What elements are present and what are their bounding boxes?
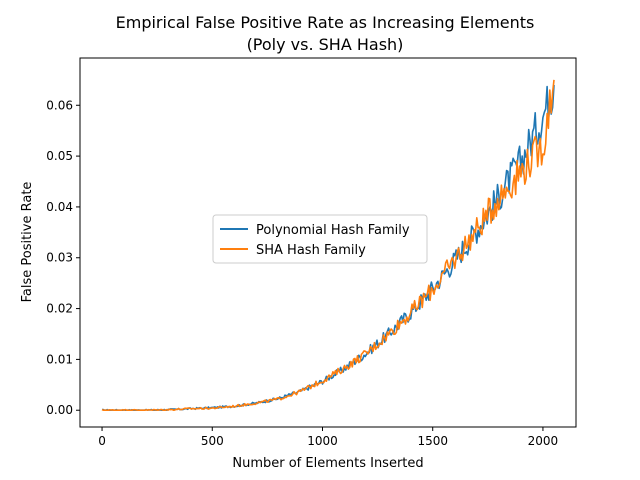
legend: Polynomial Hash Family SHA Hash Family [212, 214, 428, 264]
y-tick-label: 0.05 [46, 149, 73, 163]
x-tick-label: 1500 [417, 434, 448, 448]
y-tick-label: 0.00 [46, 403, 73, 417]
series-line-sha [101, 79, 555, 412]
plot-lines [101, 79, 555, 412]
y-tick-label: 0.04 [46, 200, 73, 214]
y-axis: 0.00 0.01 0.02 0.03 0.04 0.05 0.06 [46, 98, 80, 417]
chart-title-line1: Empirical False Positive Rate as Increas… [116, 13, 535, 32]
plot-area-frame [79, 57, 577, 428]
legend-label-sha: SHA Hash Family [256, 243, 366, 258]
y-tick-label: 0.01 [46, 352, 73, 366]
chart-title-line2: (Poly vs. SHA Hash) [247, 35, 404, 54]
x-tick-label: 1000 [307, 434, 338, 448]
legend-box [212, 214, 428, 264]
x-tick-label: 500 [201, 434, 224, 448]
x-axis-label: Number of Elements Inserted [232, 456, 423, 471]
y-tick-label: 0.03 [46, 251, 73, 265]
y-tick-label: 0.06 [46, 98, 73, 112]
y-axis-label: False Positive Rate [20, 182, 35, 303]
legend-label-poly: Polynomial Hash Family [256, 223, 410, 238]
x-tick-label: 2000 [528, 434, 559, 448]
y-tick-label: 0.02 [46, 302, 73, 316]
x-axis: 0 500 1000 1500 2000 [98, 427, 558, 448]
x-tick-label: 0 [98, 434, 106, 448]
